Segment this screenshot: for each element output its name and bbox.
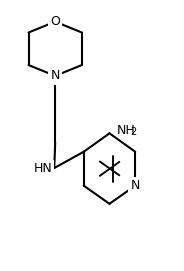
Text: N: N [51, 69, 60, 82]
Text: HN: HN [34, 162, 52, 175]
Text: NH: NH [117, 124, 136, 137]
Text: N: N [131, 179, 140, 192]
Text: O: O [50, 15, 60, 28]
Text: 2: 2 [130, 127, 136, 137]
